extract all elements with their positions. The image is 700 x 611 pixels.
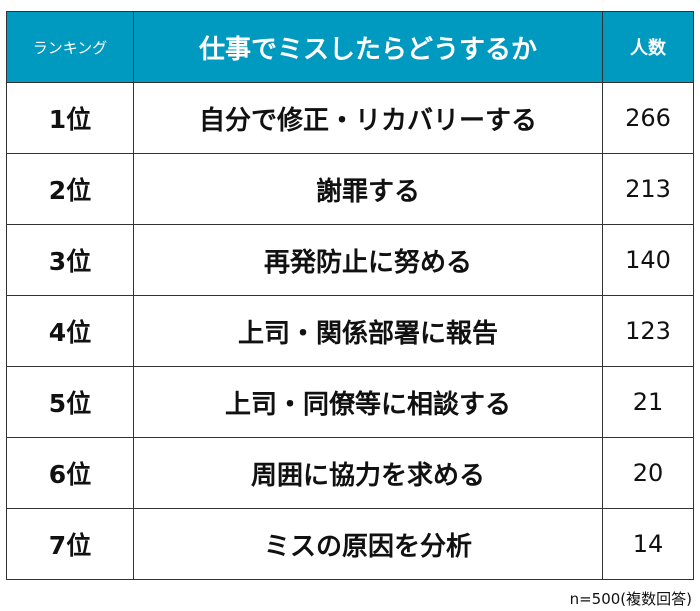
header-question: 仕事でミスしたらどうするか [133,11,603,83]
header-count: 人数 [602,11,694,83]
count-cell: 21 [602,366,694,438]
count-cell: 14 [602,508,694,580]
rank-cell: 6位 [6,437,134,509]
table-row: 1位 自分で修正・リカバリーする 266 [6,82,694,154]
answer-cell: ミスの原因を分析 [133,508,603,580]
table-row: 6位 周囲に協力を求める 20 [6,437,694,509]
table-row: 7位 ミスの原因を分析 14 [6,508,694,580]
answer-cell: 周囲に協力を求める [133,437,603,509]
count-cell: 266 [602,82,694,154]
answer-cell: 再発防止に努める [133,224,603,296]
answer-cell: 謝罪する [133,153,603,225]
count-cell: 20 [602,437,694,509]
count-cell: 213 [602,153,694,225]
rank-cell: 7位 [6,508,134,580]
rank-cell: 4位 [6,295,134,367]
header-row: ランキング 仕事でミスしたらどうするか 人数 [6,11,694,83]
rank-cell: 5位 [6,366,134,438]
rank-cell: 3位 [6,224,134,296]
count-cell: 140 [602,224,694,296]
table-row: 2位 謝罪する 213 [6,153,694,225]
answer-cell: 上司・関係部署に報告 [133,295,603,367]
table-row: 5位 上司・同僚等に相談する 21 [6,366,694,438]
answer-cell: 自分で修正・リカバリーする [133,82,603,154]
sample-note: n=500(複数回答) [569,590,692,608]
ranking-table: ランキング 仕事でミスしたらどうするか 人数 1位 自分で修正・リカバリーする 26… [6,11,694,580]
header-ranking: ランキング [6,11,134,83]
rank-cell: 1位 [6,82,134,154]
table-row: 4位 上司・関係部署に報告 123 [6,295,694,367]
count-cell: 123 [602,295,694,367]
answer-cell: 上司・同僚等に相談する [133,366,603,438]
rank-cell: 2位 [6,153,134,225]
table-row: 3位 再発防止に努める 140 [6,224,694,296]
